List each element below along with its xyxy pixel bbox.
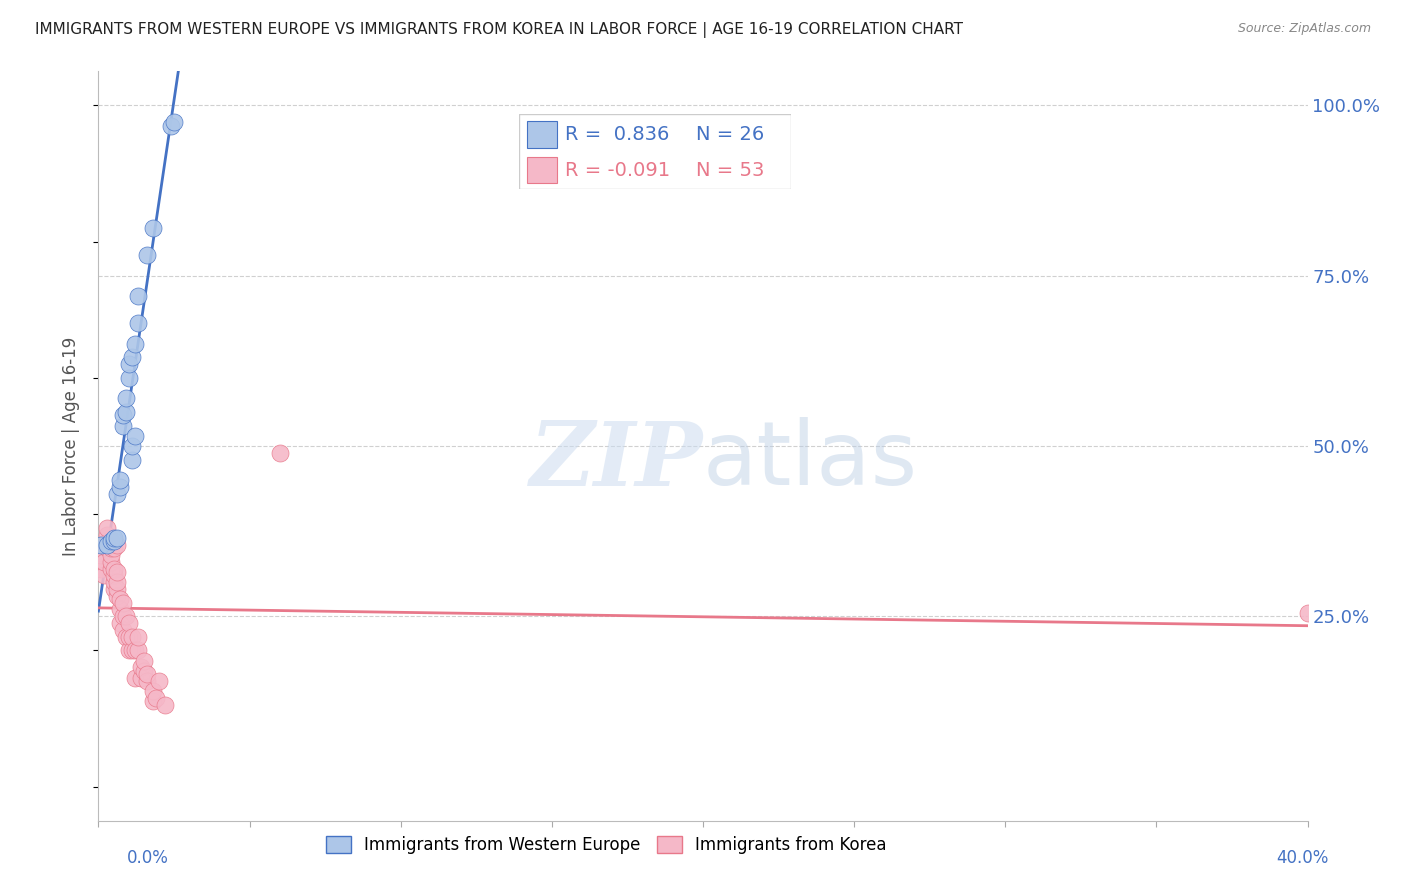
Point <box>93 568 115 582</box>
Point <box>135 248 157 262</box>
Point <box>127 317 149 331</box>
Point <box>127 289 149 303</box>
Point <box>121 439 143 453</box>
Point <box>121 630 143 644</box>
FancyBboxPatch shape <box>527 121 557 148</box>
Point <box>108 602 131 616</box>
Point <box>121 643 143 657</box>
Point <box>124 643 146 657</box>
Point <box>100 541 122 556</box>
Point <box>118 643 141 657</box>
Point <box>103 541 125 556</box>
Point <box>100 555 122 569</box>
Point <box>108 616 131 631</box>
Point <box>114 392 136 406</box>
Point <box>103 534 125 549</box>
Point <box>105 486 128 500</box>
Text: N = 26: N = 26 <box>696 125 765 145</box>
Point <box>127 630 149 644</box>
Point <box>132 654 155 668</box>
Point <box>103 582 125 596</box>
Point <box>105 582 128 596</box>
Point <box>269 446 291 460</box>
Point <box>105 565 128 579</box>
Point <box>118 357 141 371</box>
FancyBboxPatch shape <box>519 114 792 189</box>
Point <box>145 691 167 706</box>
Point <box>96 534 118 549</box>
Point <box>135 673 157 688</box>
Point <box>103 531 125 545</box>
Point <box>105 531 128 545</box>
Point <box>100 548 122 562</box>
Text: R = -0.091: R = -0.091 <box>565 161 671 179</box>
Point <box>100 538 122 552</box>
Text: 40.0%: 40.0% <box>1277 849 1329 867</box>
Point <box>129 671 152 685</box>
Point <box>142 221 165 235</box>
Point <box>96 521 118 535</box>
Point <box>142 694 165 708</box>
Point <box>114 405 136 419</box>
Point <box>105 589 128 603</box>
Point <box>163 115 186 129</box>
Point <box>108 480 131 494</box>
Point <box>129 660 152 674</box>
Point <box>124 671 146 685</box>
Point <box>96 527 118 541</box>
Y-axis label: In Labor Force | Age 16-19: In Labor Force | Age 16-19 <box>62 336 80 556</box>
Text: atlas: atlas <box>703 417 918 505</box>
Point <box>108 592 131 607</box>
Text: ZIP: ZIP <box>530 417 703 504</box>
Point <box>124 429 146 443</box>
Point <box>121 452 143 467</box>
Point <box>118 630 141 644</box>
Text: R =  0.836: R = 0.836 <box>565 125 669 145</box>
Legend: Immigrants from Western Europe, Immigrants from Korea: Immigrants from Western Europe, Immigran… <box>319 830 894 861</box>
Point <box>93 555 115 569</box>
Point <box>114 609 136 624</box>
Point <box>111 596 134 610</box>
Point <box>103 575 125 590</box>
Point <box>114 630 136 644</box>
Point <box>135 667 157 681</box>
Point <box>96 541 118 556</box>
Point <box>121 351 143 365</box>
Text: Source: ZipAtlas.com: Source: ZipAtlas.com <box>1237 22 1371 36</box>
Point <box>111 609 134 624</box>
Point <box>124 336 146 351</box>
Point <box>103 568 125 582</box>
Point <box>100 561 122 575</box>
Point <box>90 561 112 575</box>
Point <box>153 698 176 712</box>
Point <box>108 473 131 487</box>
Point <box>96 538 118 552</box>
Point <box>148 673 170 688</box>
Point <box>1296 606 1319 620</box>
Point <box>132 664 155 678</box>
Point <box>111 418 134 433</box>
Point <box>111 409 134 423</box>
Text: IMMIGRANTS FROM WESTERN EUROPE VS IMMIGRANTS FROM KOREA IN LABOR FORCE | AGE 16-: IMMIGRANTS FROM WESTERN EUROPE VS IMMIGR… <box>35 22 963 38</box>
Text: N = 53: N = 53 <box>696 161 765 179</box>
Point <box>160 119 183 133</box>
Point <box>105 575 128 590</box>
Point <box>103 561 125 575</box>
Point <box>90 538 112 552</box>
Point <box>118 371 141 385</box>
Point <box>142 684 165 698</box>
Point <box>118 616 141 631</box>
Point <box>90 548 112 562</box>
Point <box>105 538 128 552</box>
Point <box>111 623 134 637</box>
Text: 0.0%: 0.0% <box>127 849 169 867</box>
Point <box>127 643 149 657</box>
FancyBboxPatch shape <box>527 157 557 184</box>
Point <box>100 534 122 549</box>
